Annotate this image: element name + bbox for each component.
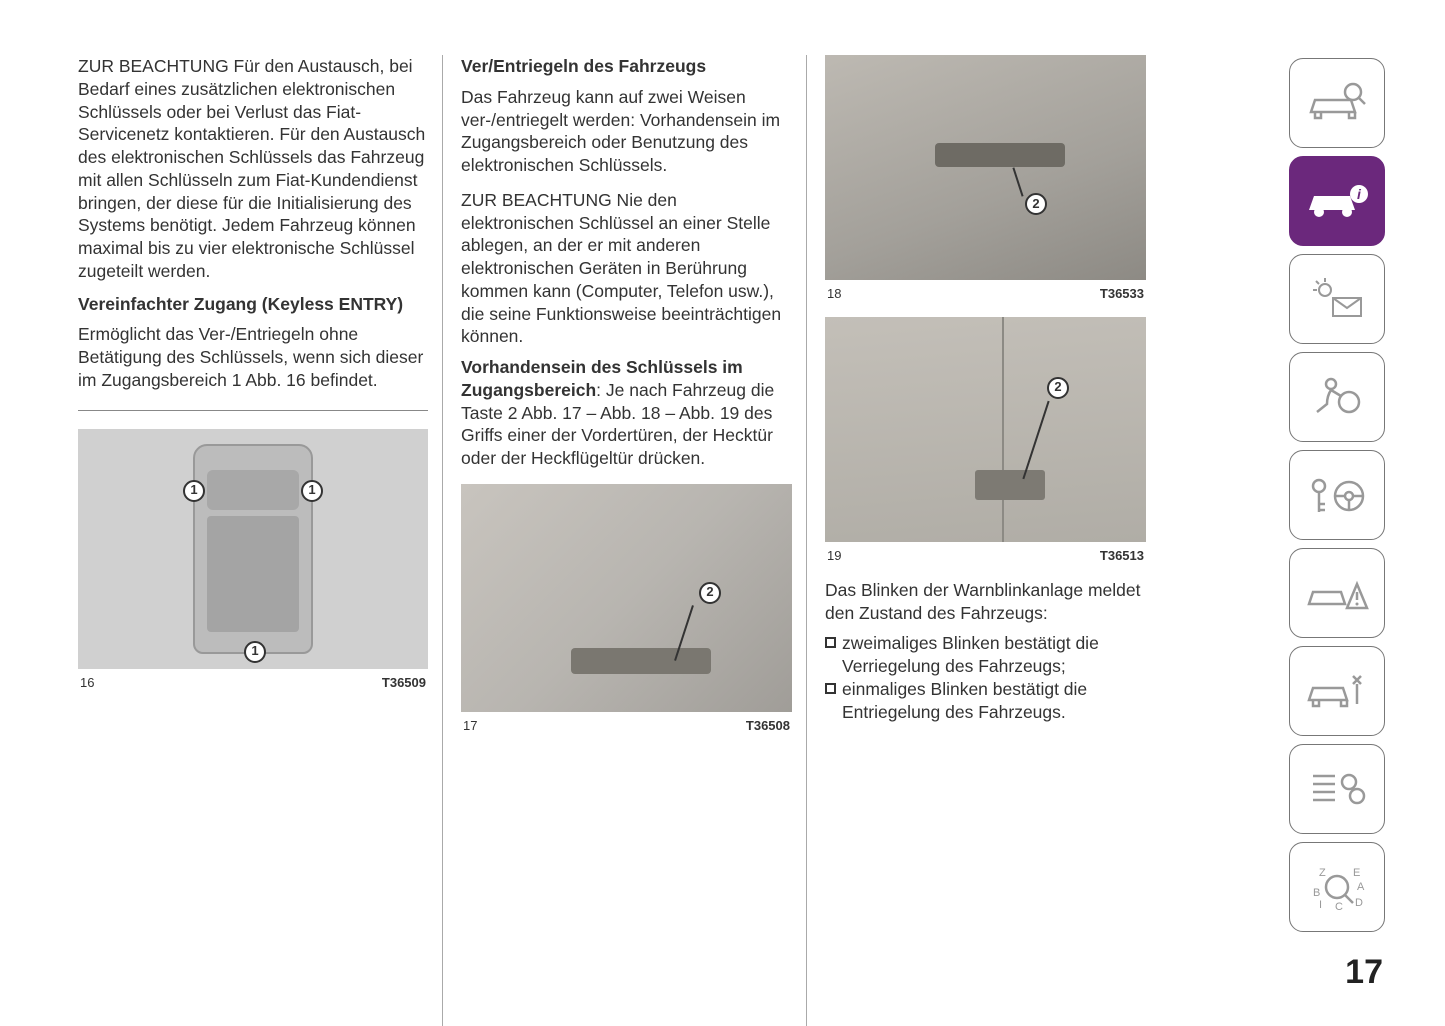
- figure-17: 2: [461, 484, 792, 712]
- column-1: ZUR BEACHTUNG Für den Austausch, bei Bed…: [78, 55, 428, 1026]
- figure-18-wrap: 2 18 T36533: [825, 55, 1146, 303]
- callout-line: [1022, 401, 1049, 480]
- tab-inspect[interactable]: [1289, 58, 1385, 148]
- svg-text:B: B: [1313, 887, 1320, 899]
- marker-1: 1: [244, 641, 266, 663]
- svg-text:C: C: [1335, 901, 1343, 912]
- svg-text:Z: Z: [1319, 867, 1326, 879]
- door-panel: 2: [461, 484, 792, 712]
- page: ZUR BEACHTUNG Für den Austausch, bei Bed…: [0, 0, 1445, 1026]
- column-3: 2 18 T36533 2 19 T36513: [806, 55, 1146, 1026]
- figure-19-wrap: 2 19 T36513: [825, 317, 1146, 565]
- notice-text: ZUR BEACHTUNG Für den Austausch, bei Bed…: [78, 55, 428, 283]
- list-settings-icon: [1305, 764, 1369, 814]
- section-tabs: i: [1289, 58, 1385, 932]
- rear-door-panel: 2: [825, 55, 1146, 280]
- figure-16-caption: 16 T36509: [78, 675, 428, 692]
- bullet-unlock: einmaliges Blinken bestätigt die Entrieg…: [825, 678, 1146, 724]
- tab-index[interactable]: Z E A B D C I: [1289, 842, 1385, 932]
- door-handle: [935, 143, 1065, 167]
- figure-16: 1 1 1: [78, 429, 428, 669]
- figure-code: T36509: [382, 675, 426, 692]
- figure-number: 17: [463, 718, 477, 735]
- lights-message-icon: [1305, 274, 1369, 324]
- marker-1: 1: [301, 480, 323, 502]
- bullet-unlock-text: einmaliges Blinken bestätigt die Entrieg…: [842, 678, 1146, 724]
- car-info-icon: i: [1305, 176, 1369, 226]
- tab-vehicle-info[interactable]: i: [1289, 156, 1385, 246]
- figure-19-caption: 19 T36513: [825, 548, 1146, 565]
- inspect-car-icon: [1305, 78, 1369, 128]
- figure-number: 16: [80, 675, 94, 692]
- tab-lights[interactable]: [1289, 254, 1385, 344]
- bullet-lock-text: zweimaliges Blinken bestätigt die Verrie…: [842, 632, 1146, 678]
- figure-code: T36513: [1100, 548, 1144, 565]
- svg-text:D: D: [1355, 897, 1363, 909]
- tab-warning[interactable]: [1289, 548, 1385, 638]
- keyless-desc: Ermöglicht das Ver-/Entriegeln ohne Betä…: [78, 323, 428, 391]
- figure-17-caption: 17 T36508: [461, 718, 792, 735]
- figure-16-wrap: 1 1 1 16 T36509: [78, 410, 428, 692]
- heading-keyless: Vereinfachter Zugang (Keyless ENTRY): [78, 293, 428, 316]
- figure-number: 19: [827, 548, 841, 565]
- tab-specs[interactable]: [1289, 744, 1385, 834]
- marker-2: 2: [1025, 193, 1047, 215]
- svg-text:I: I: [1319, 899, 1322, 911]
- heading-lock-unlock: Ver/Entriegeln des Fahrzeugs: [461, 55, 792, 78]
- vehicle-top-view: 1 1 1: [193, 444, 313, 654]
- marker-1: 1: [183, 480, 205, 502]
- figure-17-wrap: 2 17 T36508: [461, 484, 792, 735]
- car-warning-icon: [1305, 568, 1369, 618]
- square-bullet-icon: [825, 683, 836, 694]
- tailgate-panel: 2: [825, 317, 1146, 542]
- lock-methods: Das Fahrzeug kann auf zwei Weisen ver-/e…: [461, 86, 792, 177]
- key-presence-para: Vorhandensein des Schlüssels im Zugangsb…: [461, 356, 792, 470]
- square-bullet-icon: [825, 637, 836, 648]
- figure-code: T36533: [1100, 286, 1144, 303]
- airbag-icon: [1305, 372, 1369, 422]
- svg-text:E: E: [1353, 867, 1360, 879]
- notice-key-storage: ZUR BEACHTUNG Nie den elektronischen Sch…: [461, 189, 792, 348]
- figure-number: 18: [827, 286, 841, 303]
- figure-19: 2: [825, 317, 1146, 542]
- tab-service[interactable]: [1289, 646, 1385, 736]
- tab-key-steering[interactable]: [1289, 450, 1385, 540]
- bullet-lock: zweimaliges Blinken bestätigt die Verrie…: [825, 632, 1146, 678]
- page-number: 17: [1345, 953, 1383, 992]
- svg-text:A: A: [1357, 881, 1365, 893]
- column-2: Ver/Entriegeln des Fahrzeugs Das Fahrzeu…: [442, 55, 792, 1026]
- callout-line: [1012, 167, 1023, 196]
- tab-airbag[interactable]: [1289, 352, 1385, 442]
- key-steering-icon: [1305, 470, 1369, 520]
- door-split: [1002, 317, 1004, 542]
- figure-18: 2: [825, 55, 1146, 280]
- marker-2: 2: [699, 582, 721, 604]
- door-handle: [571, 648, 711, 674]
- car-service-icon: [1305, 666, 1369, 716]
- figure-18-caption: 18 T36533: [825, 286, 1146, 303]
- hazard-status-intro: Das Blinken der Warnblinkanlage meldet d…: [825, 579, 1146, 625]
- index-icon: Z E A B D C I: [1305, 862, 1369, 912]
- marker-2: 2: [1047, 377, 1069, 399]
- door-handle: [975, 470, 1045, 500]
- figure-code: T36508: [746, 718, 790, 735]
